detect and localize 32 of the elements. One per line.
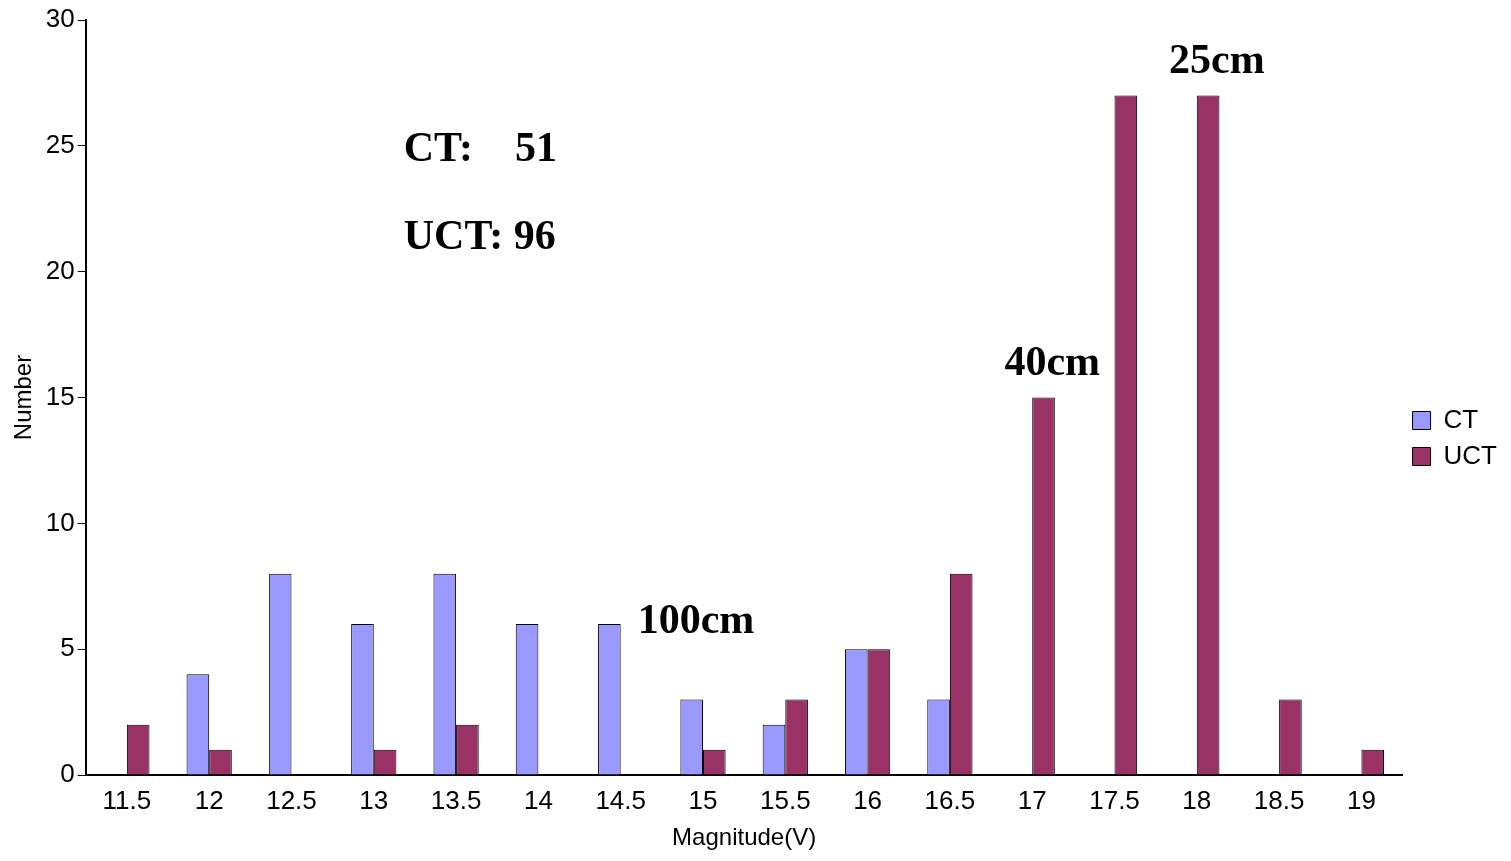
x-tick-label: 15.5 (759, 784, 811, 815)
x-tick-label: 19 (1346, 784, 1376, 815)
annotation: 40cm (1004, 338, 1101, 385)
y-tick-label: 5 (60, 632, 75, 663)
x-tick-label: 14.5 (595, 784, 646, 815)
x-tick-label: 13 (359, 784, 389, 815)
y-tick-label: 25 (45, 129, 75, 160)
x-axis-title: Magnitude(V) (672, 823, 817, 851)
x-tick-label: 13.5 (430, 784, 482, 815)
x-tick-label: 16 (853, 784, 883, 815)
x-tick-label: 15 (688, 784, 718, 815)
x-tick-label: 12.5 (266, 784, 317, 815)
x-tick-label: 18.5 (1253, 784, 1305, 815)
y-tick-label: 20 (45, 254, 75, 285)
annotation: UCT: 96 (403, 211, 556, 258)
y-tick-label: 15 (45, 380, 75, 411)
annotation: 100cm (637, 595, 755, 642)
x-tick-label: 11.5 (102, 784, 152, 815)
annotation: CT: 51 (403, 123, 557, 170)
y-tick-label: 30 (45, 3, 75, 34)
annotation: 25cm (1168, 36, 1265, 83)
y-axis-title: Number (9, 354, 37, 441)
y-tick-label: 10 (45, 506, 75, 537)
y-tick-label: 0 (60, 758, 75, 789)
x-tick-label: 16.5 (924, 784, 976, 815)
x-tick-label: 14 (523, 784, 553, 815)
x-tick-label: 17 (1017, 784, 1047, 815)
legend-label: UCT (1443, 439, 1498, 470)
x-tick-label: 17.5 (1089, 784, 1140, 815)
x-tick-label: 18 (1182, 784, 1212, 815)
x-tick-label: 12 (194, 784, 224, 815)
legend-label: CT (1443, 403, 1479, 434)
